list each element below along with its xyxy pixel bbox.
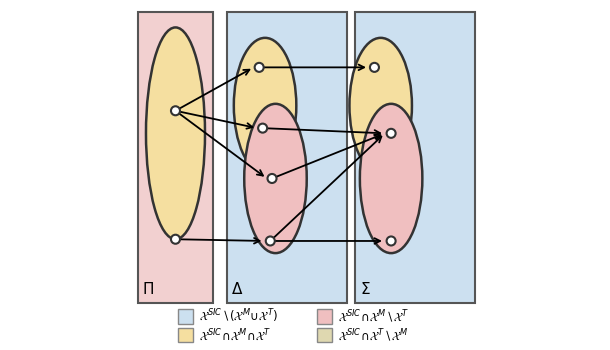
Text: $\Delta$: $\Delta$ — [231, 281, 243, 296]
Ellipse shape — [360, 104, 422, 253]
Ellipse shape — [244, 104, 307, 253]
Circle shape — [171, 106, 180, 115]
Circle shape — [254, 63, 264, 72]
Text: $\Sigma$: $\Sigma$ — [359, 281, 370, 296]
Circle shape — [266, 237, 274, 245]
Bar — [227, 12, 346, 303]
Bar — [178, 309, 193, 324]
Text: $\mathcal{X}^{SIC}\!\cap\!\mathcal{X}^{T}\!\setminus\!\mathcal{X}^{M}$: $\mathcal{X}^{SIC}\!\cap\!\mathcal{X}^{T… — [338, 327, 408, 343]
Text: $\mathcal{X}^{SIC}\!\cap\!\mathcal{X}^{M}\!\setminus\!\mathcal{X}^{T}$: $\mathcal{X}^{SIC}\!\cap\!\mathcal{X}^{M… — [338, 308, 409, 325]
Circle shape — [258, 124, 267, 133]
Text: $\mathcal{X}^{SIC}\!\setminus\!(\mathcal{X}^{M}\!\cup\!\mathcal{X}^{T})$: $\mathcal{X}^{SIC}\!\setminus\!(\mathcal… — [199, 308, 278, 325]
Circle shape — [387, 129, 396, 138]
Bar — [317, 328, 332, 342]
Circle shape — [171, 235, 180, 244]
Text: $\mathcal{X}^{SIC}\!\cap\!\mathcal{X}^{M}\!\cap\!\mathcal{X}^{T}$: $\mathcal{X}^{SIC}\!\cap\!\mathcal{X}^{M… — [199, 327, 271, 343]
Bar — [356, 12, 475, 303]
Bar — [138, 12, 213, 303]
Ellipse shape — [234, 38, 296, 173]
Text: $\Pi$: $\Pi$ — [143, 281, 154, 296]
Circle shape — [268, 174, 276, 183]
Bar — [317, 309, 332, 324]
Circle shape — [370, 63, 379, 72]
Ellipse shape — [350, 38, 412, 173]
Circle shape — [387, 237, 396, 245]
Ellipse shape — [146, 27, 205, 239]
Bar — [178, 328, 193, 342]
